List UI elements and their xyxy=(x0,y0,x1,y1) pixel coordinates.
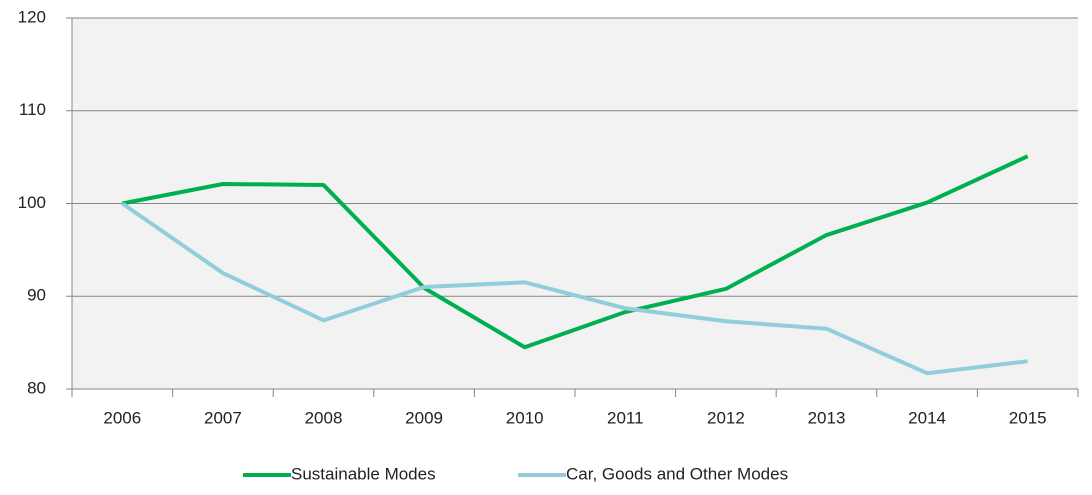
y-tick-label: 100 xyxy=(18,193,46,212)
y-tick-label: 90 xyxy=(27,286,46,305)
legend-label: Sustainable Modes xyxy=(291,464,436,483)
x-tick-label: 2010 xyxy=(506,408,544,427)
x-tick-label: 2009 xyxy=(405,408,443,427)
series-line xyxy=(121,201,1028,376)
series-line xyxy=(121,154,1029,350)
x-tick-label: 2012 xyxy=(707,408,745,427)
x-tick-label: 2008 xyxy=(305,408,343,427)
y-tick-label: 80 xyxy=(27,378,46,397)
x-tick-label: 2013 xyxy=(808,408,846,427)
x-tick-label: 2007 xyxy=(204,408,242,427)
x-tick-label: 2014 xyxy=(908,408,946,427)
x-tick-label: 2015 xyxy=(1009,408,1047,427)
x-tick-label: 2011 xyxy=(607,408,644,427)
legend-label: Car, Goods and Other Modes xyxy=(566,464,788,483)
y-tick-label: 120 xyxy=(18,7,46,26)
y-tick-label: 110 xyxy=(19,100,46,119)
x-tick-label: 2006 xyxy=(103,408,141,427)
